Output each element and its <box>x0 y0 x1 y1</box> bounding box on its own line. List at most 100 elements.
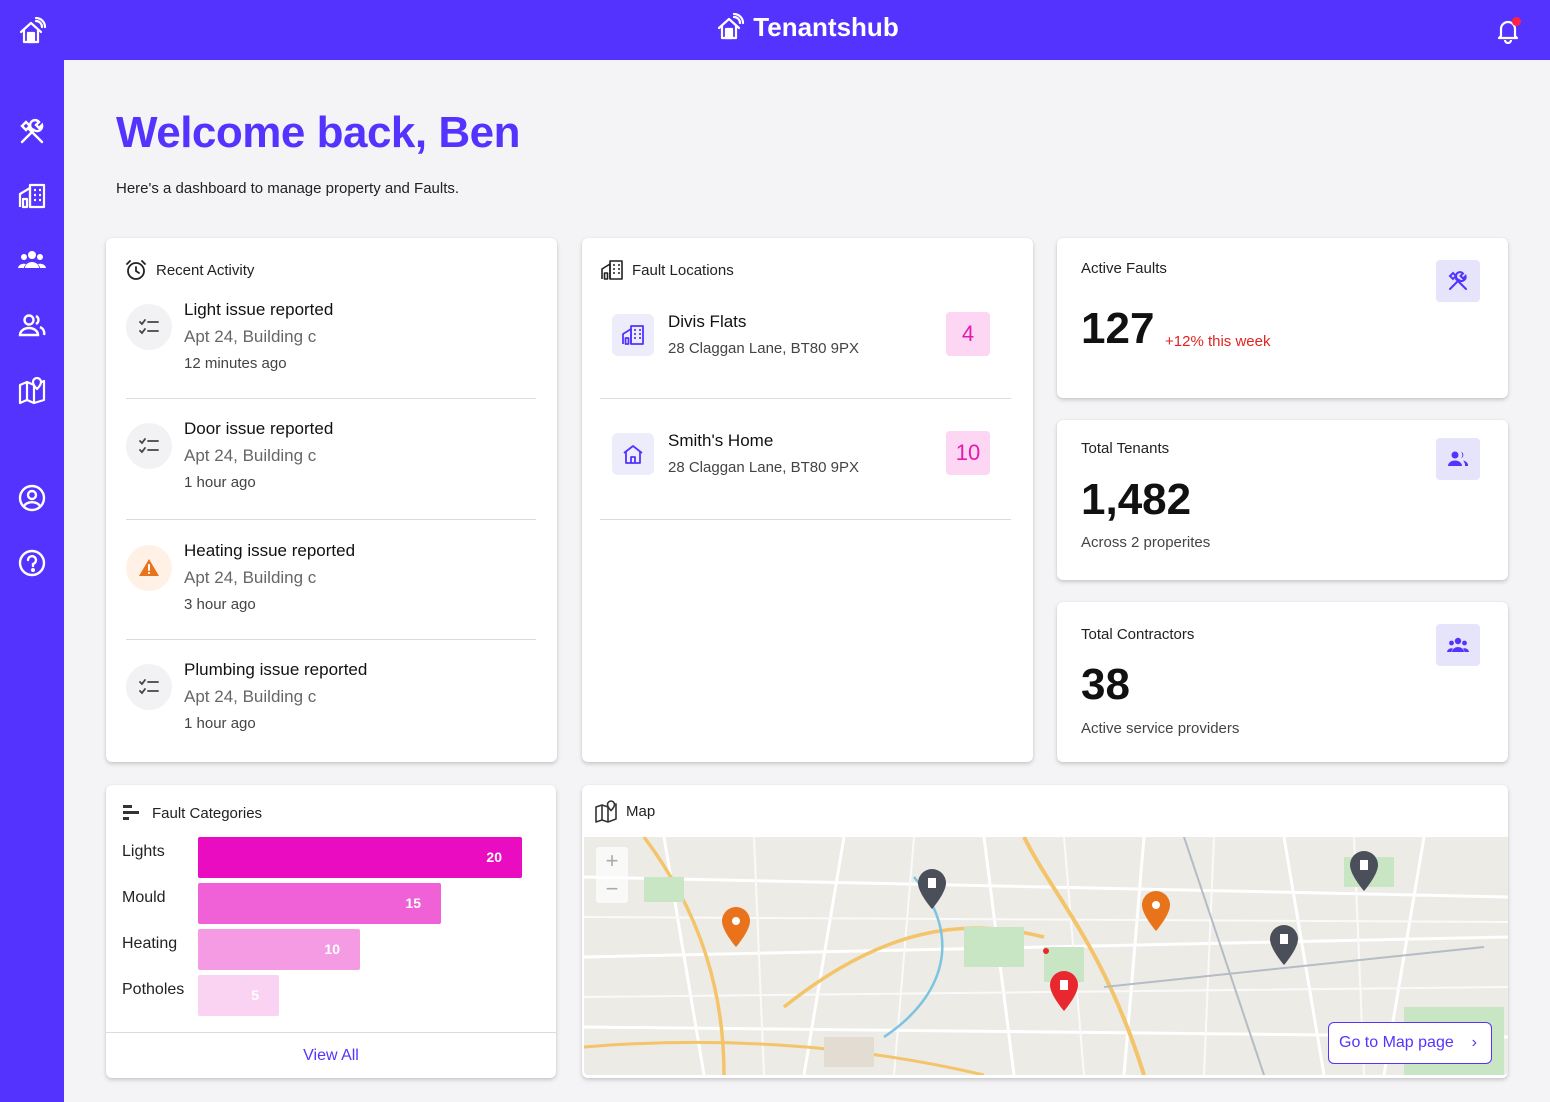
map-icon <box>595 800 617 823</box>
category-value: 10 <box>324 941 340 957</box>
building-icon <box>612 314 654 356</box>
category-value: 15 <box>405 895 421 911</box>
fault-locations-header: Fault Locations <box>600 258 734 282</box>
total-tenants-value: 1,482 <box>1081 475 1192 524</box>
activity-location: Apt 24, Building c <box>184 568 317 587</box>
category-label: Lights <box>122 843 165 860</box>
fault-locations-title: Fault Locations <box>632 261 734 279</box>
category-value: 5 <box>251 987 259 1003</box>
fault-count-badge: 4 <box>946 312 990 356</box>
properties-building-icon[interactable] <box>14 178 50 214</box>
activity-location: Apt 24, Building c <box>184 687 317 706</box>
fault-categories-title: Fault Categories <box>152 804 263 822</box>
recent-activity-header: Recent Activity <box>124 258 254 282</box>
location-name: Smith's Home <box>668 431 774 450</box>
checklist-icon <box>126 423 172 469</box>
category-bar[interactable]: 15 <box>198 883 441 924</box>
page-title: Welcome back, Ben <box>116 108 520 157</box>
total-contractors-value: 38 <box>1081 660 1130 709</box>
notification-bell-icon[interactable] <box>1494 16 1522 45</box>
go-to-map-button[interactable]: Go to Map page › <box>1328 1022 1492 1064</box>
activity-title: Light issue reported <box>184 300 334 319</box>
activity-title: Plumbing issue reported <box>184 660 368 679</box>
map-header: Map <box>594 799 655 823</box>
map-icon[interactable] <box>14 372 50 408</box>
divider <box>600 398 1011 399</box>
building-icon <box>601 260 623 280</box>
activity-item[interactable]: Door issue reported Apt 24, Building c 1… <box>126 419 538 539</box>
contractors-group-icon[interactable] <box>14 242 50 278</box>
tenants-users-icon[interactable] <box>14 307 50 343</box>
map-title: Map <box>626 802 656 820</box>
location-item[interactable]: Divis Flats 28 Claggan Lane, BT80 9PX 4 <box>612 310 990 370</box>
activity-item[interactable]: Plumbing issue reported Apt 24, Building… <box>126 660 538 780</box>
location-item[interactable]: Smith's Home 28 Claggan Lane, BT80 9PX 1… <box>612 429 990 489</box>
warning-icon <box>126 545 172 591</box>
divider <box>126 398 536 399</box>
help-icon[interactable] <box>14 545 50 581</box>
checklist-icon <box>126 664 172 710</box>
map-card: Map + <box>582 785 1508 1078</box>
divider <box>126 519 536 520</box>
category-label: Heating <box>122 935 178 952</box>
zoom-in-button[interactable]: + <box>605 848 619 873</box>
category-bar[interactable]: 5 <box>198 975 279 1016</box>
faults-tools-icon[interactable] <box>14 114 50 150</box>
total-contractors-sub: Active service providers <box>1081 720 1240 737</box>
app-name: Tenantshub <box>753 12 899 42</box>
category-label: Potholes <box>122 981 185 998</box>
alarm-clock-icon <box>126 260 146 280</box>
view-all-button[interactable]: View All <box>106 1032 556 1078</box>
active-faults-label: Active Faults <box>1081 260 1167 277</box>
divider <box>600 519 1011 520</box>
group-icon <box>1436 624 1480 666</box>
total-tenants-sub: Across 2 properites <box>1081 534 1211 551</box>
location-name: Divis Flats <box>668 312 747 331</box>
activity-location: Apt 24, Building c <box>184 446 317 465</box>
activity-title: Door issue reported <box>184 419 334 438</box>
page-subtitle: Here's a dashboard to manage property an… <box>116 180 460 197</box>
active-faults-value: 127 <box>1081 304 1155 353</box>
category-value: 20 <box>486 849 502 865</box>
activity-time: 1 hour ago <box>184 474 256 491</box>
activity-title: Heating issue reported <box>184 541 356 560</box>
recent-activity-card: Recent Activity Light issue reported Apt… <box>106 238 557 762</box>
zoom-controls: + − <box>596 847 628 903</box>
category-bar[interactable]: 10 <box>198 929 360 970</box>
divider <box>126 639 536 640</box>
bar-chart-icon <box>123 805 139 820</box>
total-contractors-card[interactable]: Total Contractors 38 Active service prov… <box>1057 602 1508 762</box>
logo-icon[interactable] <box>14 14 50 50</box>
sidebar <box>0 0 64 1102</box>
checklist-icon <box>126 304 172 350</box>
recent-activity-title: Recent Activity <box>156 261 255 279</box>
category-bar[interactable]: 20 <box>198 837 522 878</box>
total-contractors-label: Total Contractors <box>1081 626 1195 643</box>
fault-categories-header: Fault Categories <box>120 801 262 825</box>
zoom-out-button[interactable]: − <box>605 876 619 901</box>
top-bar: Tenantshub <box>64 0 1550 60</box>
brand[interactable]: Tenantshub <box>64 12 1550 43</box>
go-to-map-label: Go to Map page <box>1339 1034 1454 1051</box>
total-tenants-label: Total Tenants <box>1081 440 1170 457</box>
logo-icon <box>718 12 745 39</box>
total-tenants-card[interactable]: Total Tenants 1,482 Across 2 properites <box>1057 420 1508 580</box>
notification-dot <box>1512 17 1521 26</box>
fault-count-badge: 10 <box>946 431 990 475</box>
activity-item[interactable]: Light issue reported Apt 24, Building c … <box>126 300 538 420</box>
active-faults-trend: +12% this week <box>1165 333 1271 350</box>
map-view[interactable]: + − Go to Map page › <box>584 837 1508 1075</box>
activity-time: 1 hour ago <box>184 715 256 732</box>
activity-time: 3 hour ago <box>184 596 256 613</box>
active-faults-card[interactable]: Active Faults 127 +12% this week <box>1057 238 1508 398</box>
activity-time: 12 minutes ago <box>184 355 287 372</box>
location-address: 28 Claggan Lane, BT80 9PX <box>668 459 859 476</box>
chevron-right-icon: › <box>1471 1034 1477 1051</box>
home-icon <box>612 433 654 475</box>
tools-icon <box>1436 260 1480 302</box>
activity-item[interactable]: Heating issue reported Apt 24, Building … <box>126 541 538 661</box>
account-icon[interactable] <box>14 480 50 516</box>
category-label: Mould <box>122 889 166 906</box>
users-icon <box>1436 438 1480 480</box>
fault-locations-card: Fault Locations Divis Flats 28 Claggan L… <box>582 238 1033 762</box>
